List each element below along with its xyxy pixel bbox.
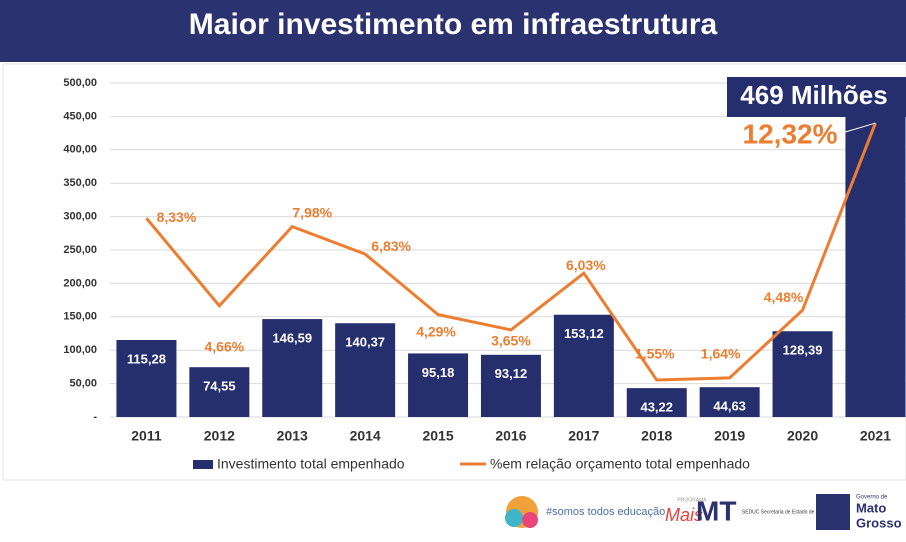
bar — [189, 367, 250, 417]
bar-value-label: 128,39 — [783, 343, 823, 358]
y-tick-label: 400,00 — [63, 144, 97, 156]
y-tick-label: 500,00 — [63, 77, 97, 89]
line-value-label: 7,98% — [292, 204, 332, 220]
line-value-label: 1,55% — [635, 346, 675, 362]
y-tick-label: 250,00 — [63, 244, 97, 256]
x-tick-label: 2014 — [350, 428, 381, 444]
line-value-label: 6,83% — [371, 238, 411, 254]
bar-value-label: 43,22 — [640, 400, 673, 415]
line — [145, 122, 877, 382]
bar-value-label: 146,59 — [272, 331, 312, 346]
legend-swatch — [193, 460, 213, 469]
title-banner — [0, 0, 906, 62]
x-tick-label: 2017 — [568, 428, 599, 444]
line-value-label: 4,29% — [416, 323, 456, 339]
line-value-label: 1,64% — [701, 346, 741, 362]
logo-icon — [816, 494, 850, 530]
y-tick-label: 150,00 — [63, 311, 97, 323]
x-tick-label: 2013 — [277, 428, 308, 444]
logo-text: Governo de — [856, 495, 888, 501]
x-tick-label: 2020 — [787, 428, 818, 444]
logo-text: SEDUC Secretaria de Estado de Educação — [742, 509, 838, 515]
bar — [480, 354, 541, 417]
bar — [408, 353, 469, 417]
logo-text: Mato — [856, 500, 886, 515]
logo-icon — [505, 509, 523, 527]
y-tick-label: 450,00 — [63, 110, 97, 122]
logo-text: PROGRAMA — [677, 497, 707, 503]
x-tick-label: 2018 — [641, 428, 672, 444]
logo-icon — [522, 512, 538, 528]
y-tick-label: 100,00 — [63, 344, 97, 356]
y-tick-label: - — [93, 411, 97, 423]
bar — [116, 339, 177, 417]
line-value-label: 8,33% — [157, 209, 197, 225]
legend-label: Investimento total empenhado — [217, 456, 405, 472]
x-tick-label: 2021 — [860, 428, 891, 444]
line-value-label: 4,66% — [204, 339, 244, 355]
bar-value-label: 153,12 — [564, 326, 604, 341]
bar-value-label: 140,37 — [345, 335, 385, 350]
line-value-label: 4,48% — [764, 289, 804, 305]
x-tick-label: 2011 — [131, 428, 162, 444]
x-tick-label: 2015 — [422, 428, 453, 444]
y-tick-label: 50,00 — [69, 378, 97, 390]
footer — [0, 481, 906, 542]
line-value-label: 12,32% — [743, 118, 838, 149]
y-tick-label: 350,00 — [63, 177, 97, 189]
annotation: 469 Milhões — [740, 80, 887, 110]
y-tick-label: 200,00 — [63, 277, 97, 289]
bar-value-label: 74,55 — [203, 379, 236, 394]
x-tick-label: 2012 — [204, 428, 235, 444]
logo-text: Mais — [665, 505, 703, 525]
x-tick-label: 2016 — [495, 428, 526, 444]
bar — [626, 388, 687, 417]
logo-text: #somos todos educação — [546, 506, 665, 518]
bar-value-label: 44,63 — [713, 399, 746, 414]
bar-value-label: 95,18 — [422, 365, 455, 380]
bar — [335, 323, 396, 417]
legend-label: %em relação orçamento total empenhado — [490, 456, 750, 472]
bar — [772, 331, 833, 417]
x-tick-label: 2019 — [714, 428, 745, 444]
bar-value-label: 93,12 — [495, 366, 528, 381]
bar — [845, 103, 906, 417]
bar-value-label: 115,28 — [127, 351, 166, 366]
y-tick-label: 300,00 — [63, 211, 97, 223]
leader — [841, 122, 876, 134]
bar — [553, 314, 614, 417]
annotation-box — [727, 77, 906, 117]
bar — [262, 319, 323, 417]
logo-text: MT — [696, 495, 736, 526]
line-value-label: 6,03% — [566, 257, 606, 273]
bar — [699, 387, 760, 417]
title: Maior investimento em infraestrutura — [189, 8, 718, 41]
line-value-label: 3,65% — [491, 333, 531, 349]
logo-text: Grosso — [856, 515, 902, 530]
